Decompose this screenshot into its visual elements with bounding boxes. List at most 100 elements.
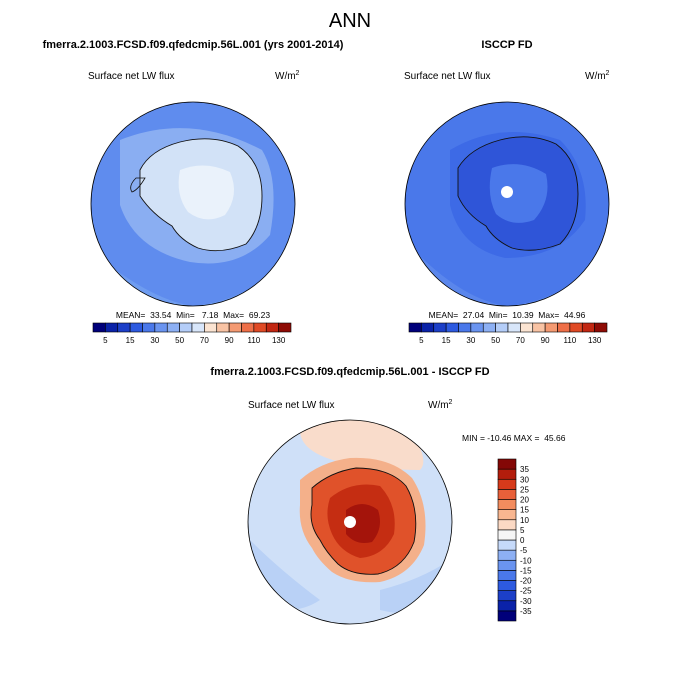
diff-colorbar-tick-label: 30 [520, 475, 529, 484]
panel-diff-units: W/m2 [428, 399, 453, 411]
diff-colorbar-tick-label: 15 [520, 506, 529, 515]
obs-colorbar-tick-label: 5 [419, 336, 424, 345]
panel-diff-units-sup: 2 [449, 399, 453, 406]
obs-colorbar-swatch [594, 322, 608, 333]
diff-colorbar-tick-label: -10 [520, 556, 532, 565]
model-coastline [139, 138, 263, 252]
panel-obs-map [405, 102, 609, 306]
obs-colorbar-swatch [470, 322, 484, 333]
diff-colorbar-swatch [497, 478, 517, 490]
panel-diff: fmerra.2.1003.FCSD.f09.qfedcmip.56L.001 … [210, 366, 566, 625]
diff-colorbar-tick-label: -20 [520, 577, 532, 586]
diff-map-border [247, 419, 453, 625]
diff-colorbar-tick-label: 35 [520, 465, 529, 474]
model-colorbar-tick-label: 50 [175, 336, 184, 345]
diff-colorbar-tick-label: 5 [520, 526, 525, 535]
obs-colorbar-tick-label: 130 [588, 336, 602, 345]
panel-model-variable: Surface net LW flux [88, 71, 175, 82]
model-colorbar-tick-label: 15 [126, 336, 135, 345]
obs-map-border [404, 101, 610, 307]
model-colorbar-swatch [142, 322, 156, 333]
obs-colorbar-swatch [544, 322, 558, 333]
panel-model-units: W/m2 [275, 70, 300, 82]
model-colorbar-tick-label: 110 [247, 336, 260, 345]
diff-colorbar-swatch [497, 519, 517, 531]
panel-obs-title: ISCCP FD [481, 39, 532, 51]
diff-colorbar-swatch [497, 559, 517, 571]
panel-model-title: fmerra.2.1003.FCSD.f09.qfedcmip.56L.001 … [43, 39, 344, 51]
obs-colorbar-tick-label: 90 [541, 336, 550, 345]
obs-colorbar-swatch [495, 322, 509, 333]
obs-colorbar-swatch [569, 322, 583, 333]
diff-core-max [346, 504, 380, 543]
diff-colorbar-swatch [497, 610, 517, 622]
diff-colorbar-tick-label: -5 [520, 546, 528, 555]
obs-colorbar-swatch [557, 322, 571, 333]
obs-colorbar-tick-label: 110 [563, 336, 576, 345]
diff-coastline [310, 467, 417, 575]
panel-model-units-sup: 2 [296, 70, 300, 77]
panel-diff-map [248, 420, 452, 624]
obs-colorbar-swatch [532, 322, 546, 333]
model-colorbar-swatch [117, 322, 131, 333]
model-colorbar-swatch [216, 322, 230, 333]
obs-colorbar-swatch [445, 322, 459, 333]
diff-colorbar-swatch [497, 549, 517, 561]
panel-model-map [91, 102, 295, 306]
model-peninsula [130, 177, 146, 193]
diff-colorbar-tick-label: -35 [520, 607, 532, 616]
obs-colorbar-tick-label: 50 [491, 336, 500, 345]
model-colorbar-swatch [278, 322, 292, 333]
diff-pole-hole [344, 516, 356, 528]
panel-diff-title: fmerra.2.1003.FCSD.f09.qfedcmip.56L.001 … [210, 366, 489, 378]
model-colorbar-swatch [179, 322, 193, 333]
model-stats: MEAN= 33.54 Min= 7.18 Max= 69.23 [116, 310, 271, 320]
model-colorbar-swatch [105, 322, 119, 333]
obs-colorbar-swatch [482, 322, 496, 333]
diff-stats: MIN = -10.46 MAX = 45.66 [462, 433, 566, 443]
diff-colorbar-tick-label: 20 [520, 496, 529, 505]
panel-model-units-base: W/m [275, 71, 296, 82]
panel-obs: ISCCP FD Surface net LW flux W/m2 MEAN= … [404, 39, 610, 345]
diff-colorbar-swatch [497, 458, 517, 470]
diff-colorbar-tick-label: 0 [520, 536, 525, 545]
obs-colorbar-swatch [520, 322, 534, 333]
diff-colorbar-swatch [497, 529, 517, 541]
diff-colorbar-tick-label: -25 [520, 587, 532, 596]
obs-colorbar-swatch [458, 322, 472, 333]
model-colorbar: 5 15 30 50 70 90 110 130 [92, 322, 292, 345]
obs-colorbar: 5 15 30 50 70 90 110 130 [408, 322, 608, 345]
model-interior-high [178, 165, 234, 220]
obs-coastline [457, 136, 579, 251]
obs-colorbar-tick-label: 70 [516, 336, 525, 345]
obs-interior-patch [489, 164, 548, 223]
diff-colorbar-swatch [497, 509, 517, 521]
diff-colorbar-tick-label: 25 [520, 485, 529, 494]
diff-colorbar-tick-label: 10 [520, 516, 529, 525]
model-colorbar-tick-label: 5 [103, 336, 108, 345]
panel-diff-variable: Surface net LW flux [248, 400, 335, 411]
obs-pole-hole [501, 186, 513, 198]
panel-model: fmerra.2.1003.FCSD.f09.qfedcmip.56L.001 … [43, 39, 344, 345]
diff-north-warm [300, 420, 424, 470]
panel-obs-units-sup: 2 [606, 70, 610, 77]
diff-colorbar-tick-label: -15 [520, 566, 532, 575]
page-title: ANN [329, 10, 371, 32]
model-colorbar-swatch [129, 322, 143, 333]
diff-colorbar-swatch [497, 600, 517, 612]
model-colorbar-tick-label: 70 [200, 336, 209, 345]
panel-obs-units: W/m2 [585, 70, 610, 82]
obs-colorbar-swatch [433, 322, 447, 333]
model-colorbar-swatch [265, 322, 279, 333]
obs-stats: MEAN= 27.04 Min= 10.39 Max= 44.96 [429, 310, 586, 320]
panel-diff-units-base: W/m [428, 400, 449, 411]
obs-colorbar-swatch [581, 322, 595, 333]
model-colorbar-swatch [191, 322, 205, 333]
obs-colorbar-tick-label: 15 [442, 336, 451, 345]
obs-colorbar-swatch [507, 322, 521, 333]
model-colorbar-swatch [92, 322, 106, 333]
model-map-border [90, 101, 296, 307]
panel-obs-variable: Surface net LW flux [404, 71, 491, 82]
